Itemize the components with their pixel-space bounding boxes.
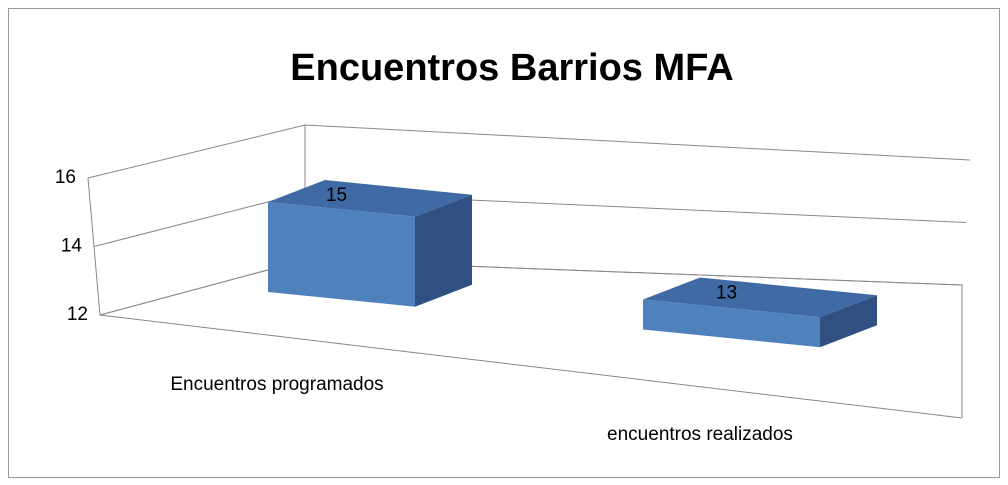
data-label: 13 (716, 283, 737, 304)
bar-top (268, 180, 472, 217)
data-label: 15 (326, 185, 347, 206)
chart-border (8, 8, 1000, 478)
bar-top (643, 277, 877, 318)
x-tick-label: Encuentros programados (170, 374, 383, 395)
bar-side (415, 194, 472, 307)
y-tick-label: 12 (67, 304, 88, 325)
y-tick-label: 14 (61, 236, 83, 257)
bar-side (820, 295, 877, 348)
grid-line (87, 124, 971, 179)
bar (268, 202, 415, 307)
bar (643, 299, 820, 348)
chart-title: Encuentros Barrios MFA (290, 47, 733, 89)
x-tick-label: encuentros realizados (607, 424, 793, 445)
y-tick-label: 16 (55, 167, 76, 188)
